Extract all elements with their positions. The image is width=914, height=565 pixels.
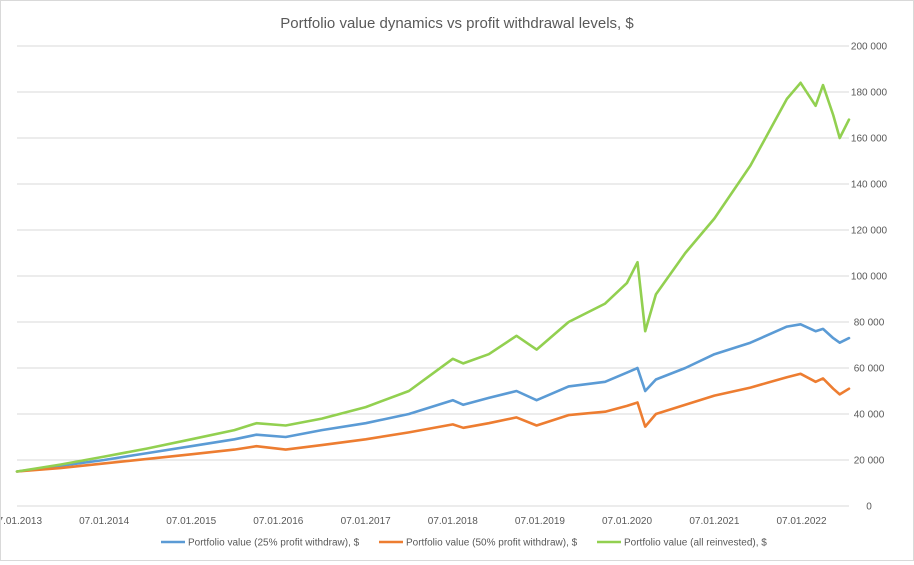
x-tick-label: 07.01.2016 <box>253 516 303 527</box>
legend-label: Portfolio value (25% profit withdraw), $ <box>188 538 360 549</box>
series-line-2 <box>15 372 851 473</box>
x-axis: 07.01.2013 07.01.2014 07.01.2015 07.01.2016… <box>0 516 827 527</box>
x-tick-label: 07.01.2021 <box>689 516 739 527</box>
y-tick-label: 200 000 <box>851 42 888 53</box>
y-tick-label: 20 000 <box>854 456 885 467</box>
legend-item-3: Portfolio value (all reinvested), $ <box>597 538 767 549</box>
legend-item-1: Portfolio value (25% profit withdraw), $ <box>161 538 360 549</box>
y-tick-label: 120 000 <box>851 226 888 237</box>
legend-label: Portfolio value (50% profit withdraw), $ <box>406 538 578 549</box>
gridlines <box>17 45 849 507</box>
y-tick-label: 100 000 <box>851 272 888 283</box>
series-lines <box>15 81 851 473</box>
x-tick-label: 07.01.2018 <box>428 516 478 527</box>
y-tick-label: 80 000 <box>854 318 885 329</box>
y-tick-label: 140 000 <box>851 180 888 191</box>
y-tick-label: 0 <box>866 502 872 513</box>
x-tick-label: 07.01.2022 <box>776 516 826 527</box>
x-tick-label: 07.01.2019 <box>515 516 565 527</box>
series-line-3 <box>15 81 851 473</box>
y-tick-label: 60 000 <box>854 364 885 375</box>
legend-label: Portfolio value (all reinvested), $ <box>624 538 767 549</box>
y-tick-label: 40 000 <box>854 410 885 421</box>
x-tick-label: 07.01.2017 <box>341 516 391 527</box>
y-tick-label: 180 000 <box>851 88 888 99</box>
chart-title: Portfolio value dynamics vs profit withd… <box>280 15 634 32</box>
y-tick-label: 160 000 <box>851 134 888 145</box>
legend: Portfolio value (25% profit withdraw), $… <box>161 538 767 549</box>
series-line-1 <box>15 322 851 473</box>
x-tick-label: 07.01.2015 <box>166 516 216 527</box>
legend-item-2: Portfolio value (50% profit withdraw), $ <box>379 538 578 549</box>
y-axis: 0 20 000 40 000 60 000 80 000 100 000 120 000 1… <box>851 42 888 513</box>
x-tick-label: 07.01.2020 <box>602 516 652 527</box>
x-tick-label: 07.01.2014 <box>79 516 129 527</box>
x-tick-label: 07.01.2013 <box>1 516 42 527</box>
